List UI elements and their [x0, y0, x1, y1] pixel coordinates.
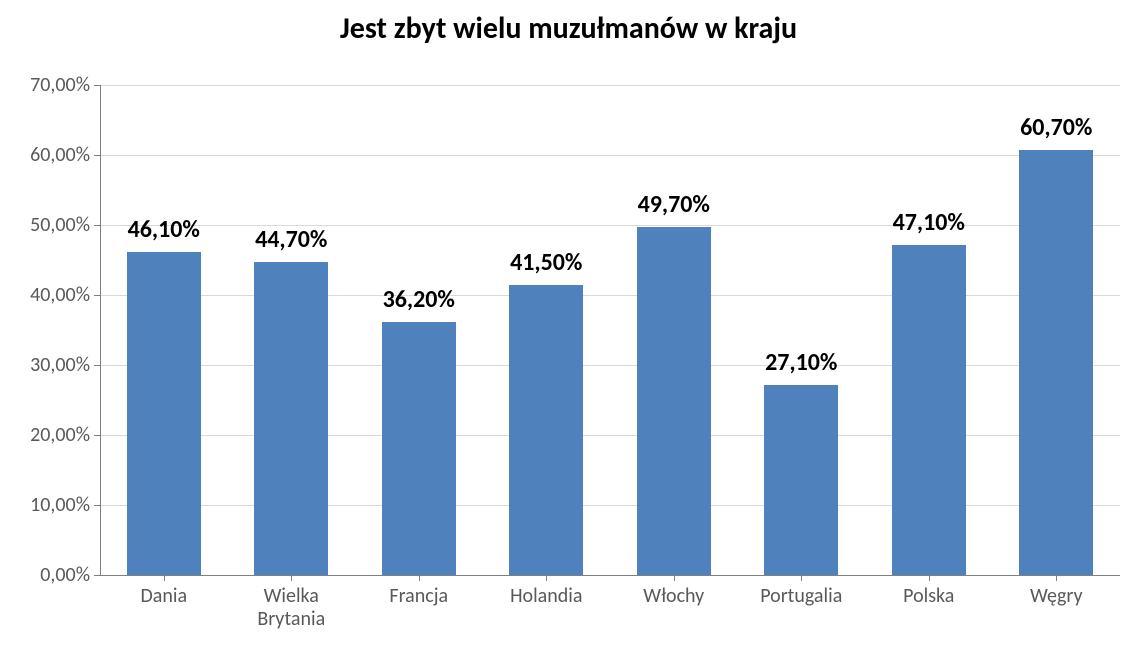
- bar: [254, 262, 328, 575]
- bar: [892, 245, 966, 575]
- grid-line: [100, 155, 1120, 156]
- bar: [382, 322, 456, 575]
- bar: [764, 385, 838, 575]
- grid-line: [100, 365, 1120, 366]
- y-tick-label: 70,00%: [30, 73, 90, 97]
- data-label: 49,70%: [638, 190, 710, 219]
- bar: [509, 285, 583, 576]
- x-tick-label: Francja: [389, 585, 448, 608]
- y-tick-label: 0,00%: [40, 563, 90, 587]
- grid-line: [100, 435, 1120, 436]
- x-tick-mark: [164, 575, 165, 581]
- x-tick-mark: [929, 575, 930, 581]
- y-tick-label: 20,00%: [30, 423, 90, 447]
- data-label: 36,20%: [383, 285, 455, 314]
- y-axis: [100, 85, 101, 575]
- data-label: 46,10%: [128, 215, 200, 244]
- x-tick-mark: [546, 575, 547, 581]
- bar: [127, 252, 201, 575]
- x-tick-mark: [1056, 575, 1057, 581]
- y-tick-label: 30,00%: [30, 353, 90, 377]
- x-tick-label: Polska: [903, 585, 954, 608]
- plot-area: 0,00%10,00%20,00%30,00%40,00%50,00%60,00…: [100, 85, 1120, 575]
- data-label: 44,70%: [255, 225, 327, 254]
- x-tick-label: Węgry: [1030, 585, 1083, 608]
- grid-line: [100, 505, 1120, 506]
- x-tick-label: Wielka Brytania: [257, 585, 325, 631]
- grid-line: [100, 295, 1120, 296]
- chart-title: Jest zbyt wielu muzułmanów w kraju: [0, 10, 1137, 47]
- x-tick-mark: [419, 575, 420, 581]
- bar: [637, 227, 711, 575]
- x-tick-label: Włochy: [643, 585, 704, 608]
- y-tick-label: 40,00%: [30, 283, 90, 307]
- data-label: 41,50%: [510, 248, 582, 277]
- y-tick-label: 60,00%: [30, 143, 90, 167]
- x-tick-label: Dania: [140, 585, 187, 608]
- x-tick-mark: [291, 575, 292, 581]
- y-tick-label: 10,00%: [30, 493, 90, 517]
- x-axis: [100, 575, 1120, 576]
- bar: [1019, 150, 1093, 575]
- data-label: 47,10%: [893, 208, 965, 237]
- x-tick-mark: [801, 575, 802, 581]
- data-label: 60,70%: [1020, 113, 1092, 142]
- x-tick-label: Portugalia: [760, 585, 842, 608]
- y-tick-label: 50,00%: [30, 213, 90, 237]
- chart-container: Jest zbyt wielu muzułmanów w kraju 0,00%…: [0, 0, 1137, 660]
- grid-line: [100, 85, 1120, 86]
- x-tick-label: Holandia: [510, 585, 582, 608]
- data-label: 27,10%: [765, 348, 837, 377]
- grid-line: [100, 225, 1120, 226]
- x-tick-mark: [674, 575, 675, 581]
